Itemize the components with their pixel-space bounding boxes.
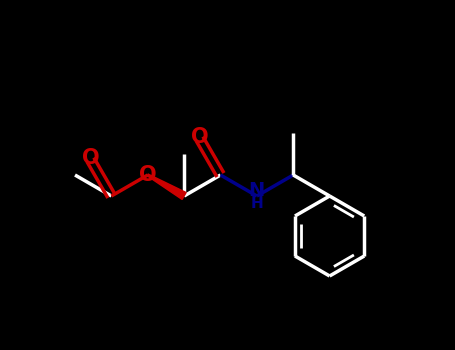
Polygon shape bbox=[147, 174, 186, 200]
Text: O: O bbox=[191, 127, 208, 147]
Text: O: O bbox=[139, 165, 157, 185]
Text: H: H bbox=[251, 196, 263, 211]
Text: N: N bbox=[249, 182, 265, 201]
Text: O: O bbox=[81, 148, 99, 168]
